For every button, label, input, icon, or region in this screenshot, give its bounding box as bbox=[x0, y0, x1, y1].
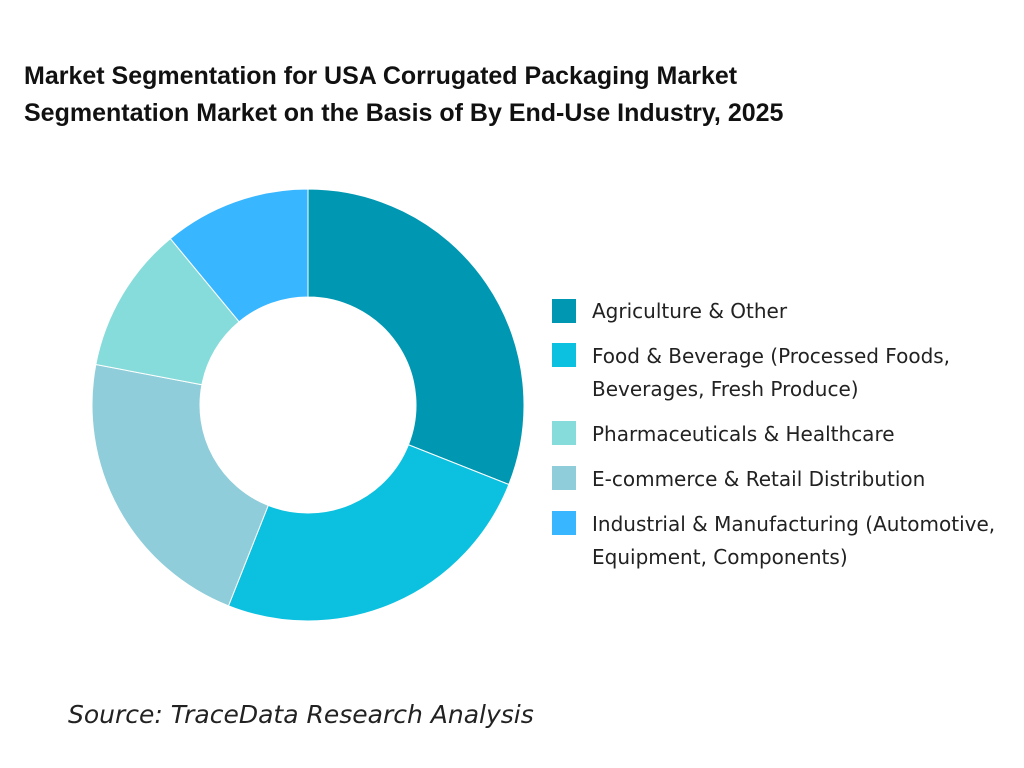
legend-label-food-beverage: Food & Beverage (Processed Foods, Bevera… bbox=[592, 344, 951, 401]
legend-item-industrial: Industrial & Manufacturing (Automotive, … bbox=[552, 508, 1012, 574]
donut-slices bbox=[91, 188, 525, 622]
chart-title-line-1: Market Segmentation for USA Corrugated P… bbox=[24, 62, 738, 90]
donut-slice-industrial bbox=[169, 188, 309, 323]
legend-swatch-agriculture bbox=[552, 299, 576, 323]
legend-label-pharmaceuticals: Pharmaceuticals & Healthcare bbox=[592, 422, 895, 446]
source-note: Source: TraceData Research Analysis bbox=[68, 700, 534, 729]
legend-label-agriculture: Agriculture & Other bbox=[592, 299, 788, 323]
legend-item-agriculture: Agriculture & Other bbox=[552, 296, 1012, 328]
legend: Agriculture & Other Food & Beverage (Pro… bbox=[552, 296, 1012, 586]
legend-item-food-beverage: Food & Beverage (Processed Foods, Bevera… bbox=[552, 340, 1012, 406]
chart-title: Market Segmentation for USA Corrugated P… bbox=[24, 58, 984, 132]
chart-title-line-2: Segmentation Market on the Basis of By E… bbox=[24, 99, 784, 127]
donut-slice-food bbox=[227, 444, 510, 622]
legend-label-ecommerce: E-commerce & Retail Distribution bbox=[592, 467, 926, 491]
legend-swatch-pharmaceuticals bbox=[552, 421, 576, 445]
donut-slice-e-commerce bbox=[91, 363, 269, 607]
legend-item-pharmaceuticals: Pharmaceuticals & Healthcare bbox=[552, 418, 1012, 451]
legend-swatch-industrial bbox=[552, 511, 576, 535]
legend-label-industrial: Industrial & Manufacturing (Automotive, … bbox=[592, 512, 996, 569]
legend-swatch-food-beverage bbox=[552, 343, 576, 367]
legend-item-ecommerce: E-commerce & Retail Distribution bbox=[552, 463, 1012, 496]
donut-slice-agriculture bbox=[307, 188, 525, 486]
legend-swatch-ecommerce bbox=[552, 466, 576, 490]
